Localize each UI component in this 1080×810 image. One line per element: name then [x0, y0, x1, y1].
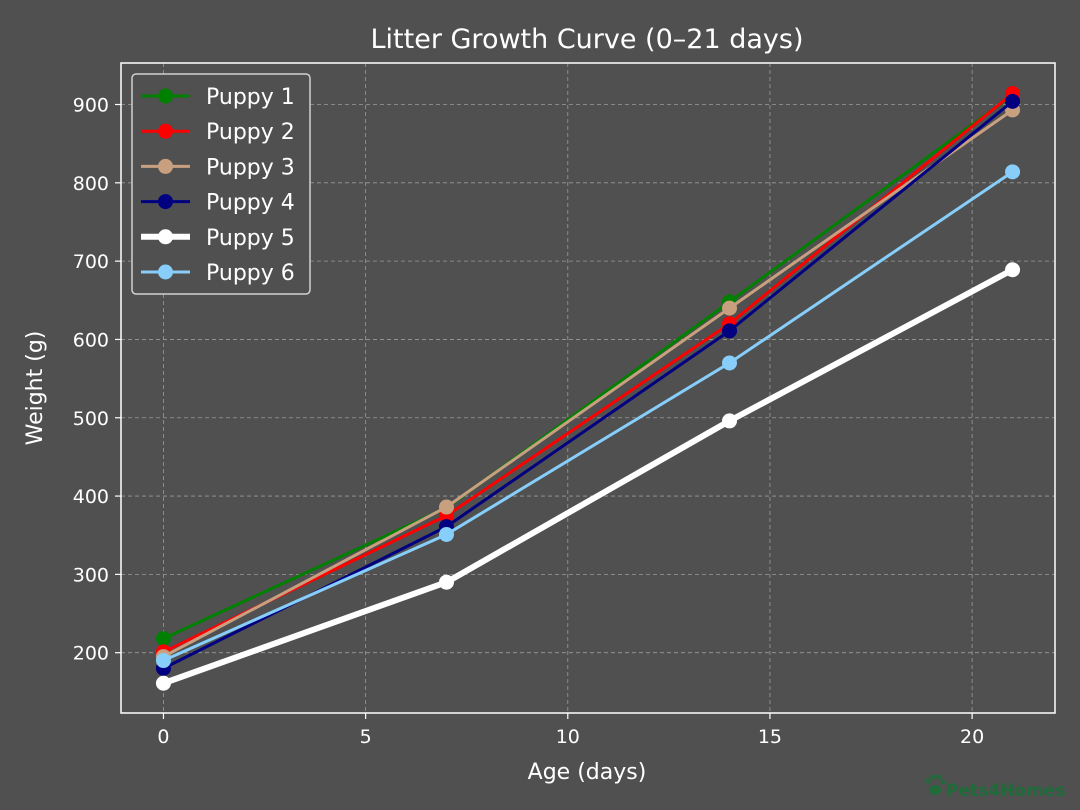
legend-label: Puppy 6 — [206, 261, 295, 286]
x-axis-label: Age (days) — [528, 760, 647, 785]
data-point — [722, 355, 738, 371]
legend-item: Puppy 5 — [141, 226, 295, 251]
legend-swatch-marker — [158, 264, 173, 280]
legend-swatch-marker — [158, 123, 173, 139]
legend-item: Puppy 4 — [141, 191, 295, 216]
y-axis-label: Weight (g) — [23, 331, 48, 446]
data-point — [438, 499, 454, 515]
data-point — [155, 675, 171, 691]
legend-label: Puppy 3 — [206, 155, 295, 180]
y-tick-label: 800 — [73, 173, 109, 195]
x-tick-label: 5 — [360, 726, 372, 748]
y-tick-label: 600 — [73, 329, 109, 351]
x-tick-label: 20 — [960, 726, 984, 748]
data-point — [722, 323, 738, 339]
y-tick-label: 900 — [73, 95, 109, 117]
axis-ticks: 0 5 10 15 20 200 300 400 500 600 700 800 900 — [73, 95, 984, 748]
data-point — [438, 574, 454, 590]
x-tick-label: 0 — [157, 726, 169, 748]
watermark: Pets4Homes — [925, 774, 1065, 801]
x-tick-label: 10 — [556, 726, 580, 748]
data-point — [1005, 262, 1021, 278]
legend-swatch-marker — [158, 88, 173, 104]
data-point — [1005, 93, 1021, 109]
data-point — [438, 526, 454, 542]
series-6 — [155, 164, 1021, 669]
legend: Puppy 1 Puppy 2 Puppy 3 Puppy 4 Puppy 5 Puppy… — [131, 73, 311, 295]
series-lines — [155, 86, 1021, 691]
legend-swatch-marker — [158, 194, 173, 210]
series-line — [162, 108, 1014, 658]
legend-label: Puppy 4 — [206, 191, 295, 216]
y-tick-label: 700 — [73, 251, 109, 273]
y-tick-label: 400 — [73, 486, 109, 508]
series-line — [162, 170, 1014, 662]
chart-title: Litter Growth Curve (0–21 days) — [371, 24, 804, 55]
data-point — [722, 300, 738, 316]
legend-item: Puppy 1 — [141, 85, 295, 110]
data-point — [155, 631, 171, 647]
y-tick-label: 500 — [73, 408, 109, 430]
legend-swatch-marker — [158, 158, 173, 174]
legend-item: Puppy 6 — [141, 261, 295, 286]
series-line — [162, 267, 1014, 687]
watermark-text: Pets4Homes — [946, 781, 1065, 801]
series-line — [162, 93, 1014, 640]
data-point — [722, 413, 738, 429]
legend-label: Puppy 5 — [206, 226, 295, 251]
plot-frame — [120, 62, 1056, 714]
paw-icon — [925, 774, 946, 795]
y-tick-label: 200 — [73, 643, 109, 665]
legend-label: Puppy 2 — [206, 120, 295, 145]
data-point — [155, 653, 171, 669]
data-point — [1005, 164, 1021, 180]
legend-label: Puppy 1 — [206, 85, 295, 110]
y-tick-label: 300 — [73, 564, 109, 586]
x-tick-label: 15 — [758, 726, 782, 748]
legend-item: Puppy 3 — [141, 155, 295, 180]
legend-swatch-marker — [158, 229, 173, 245]
legend-item: Puppy 2 — [141, 120, 295, 145]
series-5 — [155, 262, 1021, 691]
